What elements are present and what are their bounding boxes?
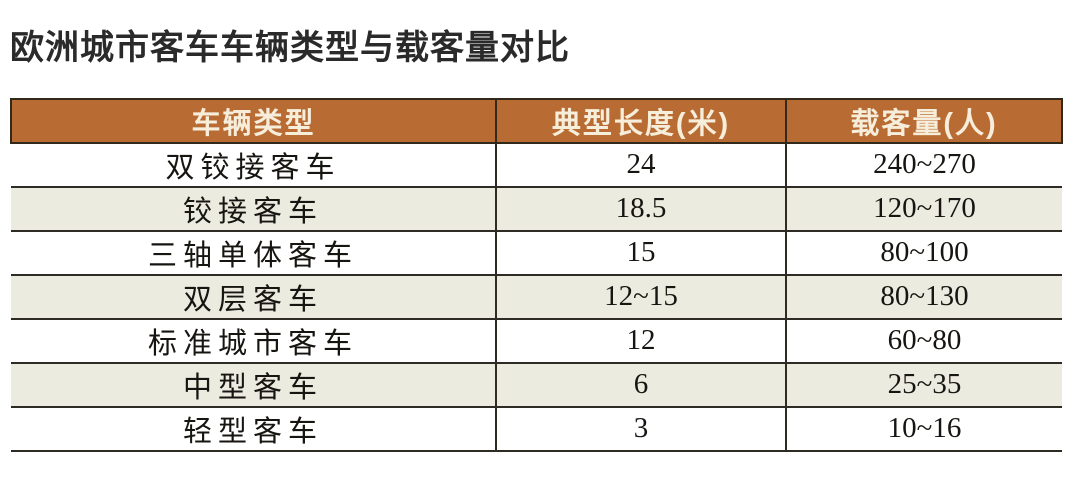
header-row: 车辆类型 典型长度(米) 载客量(人) — [10, 97, 1063, 144]
cell-typical-length: 12 — [495, 317, 787, 364]
cell-vehicle-type: 轻型客车 — [11, 405, 497, 452]
cell-capacity: 240~270 — [785, 141, 1062, 188]
table-row: 中型客车 6 25~35 — [11, 361, 1062, 408]
cell-capacity: 25~35 — [785, 361, 1062, 408]
cell-vehicle-type: 三轴单体客车 — [11, 229, 497, 276]
cell-typical-length: 12~15 — [495, 273, 787, 320]
cell-vehicle-type: 铰接客车 — [11, 185, 497, 232]
cell-typical-length: 6 — [495, 361, 787, 408]
cell-typical-length: 3 — [495, 405, 787, 452]
column-header-vehicle-type: 车辆类型 — [10, 97, 497, 144]
cell-capacity: 120~170 — [785, 185, 1062, 232]
cell-typical-length: 24 — [495, 141, 787, 188]
page-title: 欧洲城市客车车辆类型与载客量对比 — [10, 29, 570, 67]
cell-capacity: 80~130 — [785, 273, 1062, 320]
column-header-typical-length: 典型长度(米) — [495, 97, 787, 144]
cell-capacity: 80~100 — [785, 229, 1062, 276]
cell-typical-length: 18.5 — [495, 185, 787, 232]
table-row: 铰接客车 18.5 120~170 — [11, 185, 1062, 232]
table-row: 双铰接客车 24 240~270 — [11, 141, 1062, 188]
cell-capacity: 10~16 — [785, 405, 1062, 452]
bus-comparison-table: 车辆类型 典型长度(米) 载客量(人) 双铰接客车 24 240~270 铰接客… — [10, 97, 1063, 452]
cell-vehicle-type: 双层客车 — [11, 273, 497, 320]
cell-vehicle-type: 标准城市客车 — [11, 317, 497, 364]
table-row: 双层客车 12~15 80~130 — [11, 273, 1062, 320]
column-header-capacity: 载客量(人) — [785, 97, 1063, 144]
table-row: 标准城市客车 12 60~80 — [11, 317, 1062, 364]
cell-capacity: 60~80 — [785, 317, 1062, 364]
cell-typical-length: 15 — [495, 229, 787, 276]
cell-vehicle-type: 双铰接客车 — [11, 141, 497, 188]
table-row: 轻型客车 3 10~16 — [11, 405, 1062, 452]
table-row: 三轴单体客车 15 80~100 — [11, 229, 1062, 276]
cell-vehicle-type: 中型客车 — [11, 361, 497, 408]
